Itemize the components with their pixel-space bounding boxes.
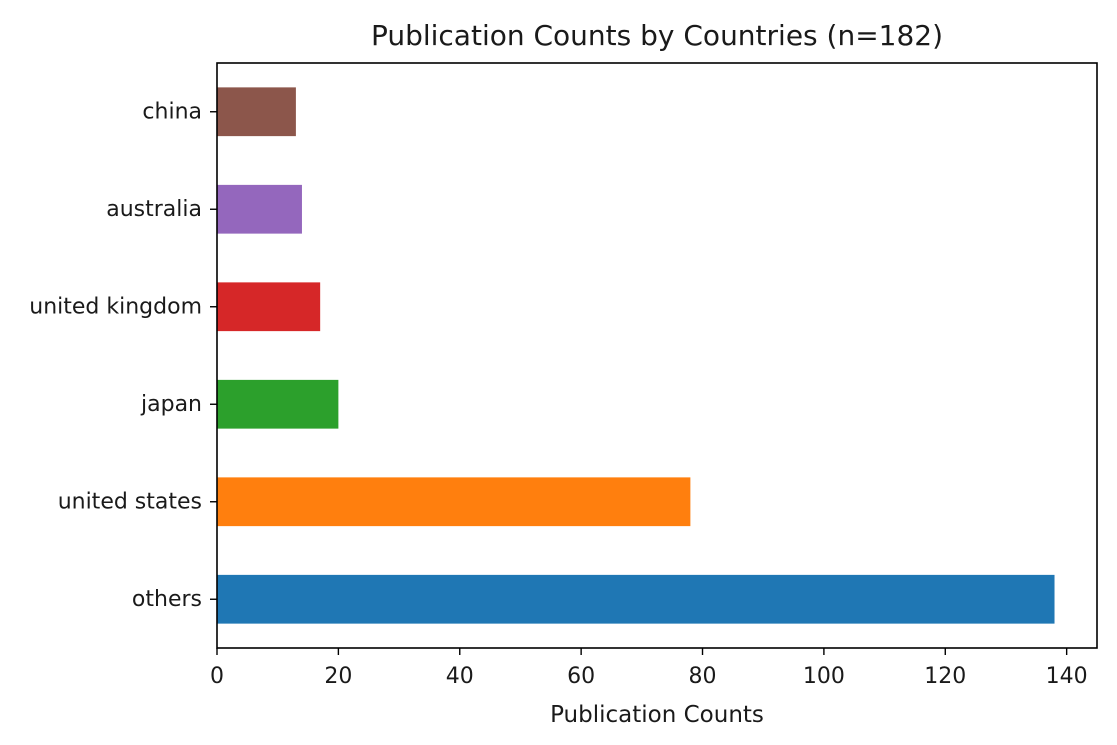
x-tick-label: 100 bbox=[803, 664, 845, 689]
x-axis-ticks: 0 20 40 60 80 100 120 140 bbox=[210, 648, 1088, 689]
x-tick-label: 0 bbox=[210, 664, 224, 689]
x-tick-label: 120 bbox=[924, 664, 966, 689]
y-tick-label: china bbox=[142, 99, 202, 124]
y-tick-label: australia bbox=[106, 197, 202, 222]
bar-china bbox=[217, 87, 296, 137]
plot-frame bbox=[216, 62, 1098, 649]
bar-united-kingdom bbox=[217, 282, 321, 332]
x-tick-label: 80 bbox=[689, 664, 717, 689]
bar-united-states bbox=[217, 477, 691, 527]
y-tick-label: united states bbox=[58, 489, 202, 514]
bar-japan bbox=[217, 379, 339, 429]
y-axis-ticks: others united states japan united kingdom au… bbox=[29, 99, 217, 612]
x-tick-label: 60 bbox=[567, 664, 595, 689]
bar-australia bbox=[217, 184, 302, 234]
bars bbox=[217, 87, 1055, 624]
y-tick-label: others bbox=[132, 587, 202, 612]
y-tick-label: united kingdom bbox=[29, 294, 202, 319]
x-tick-label: 140 bbox=[1046, 664, 1088, 689]
x-tick-label: 40 bbox=[446, 664, 474, 689]
y-tick-label: japan bbox=[140, 392, 202, 417]
bar-others bbox=[217, 574, 1055, 624]
x-tick-label: 20 bbox=[324, 664, 352, 689]
x-axis-title: Publication Counts bbox=[550, 702, 764, 728]
chart-title: Publication Counts by Countries (n=182) bbox=[371, 19, 943, 52]
